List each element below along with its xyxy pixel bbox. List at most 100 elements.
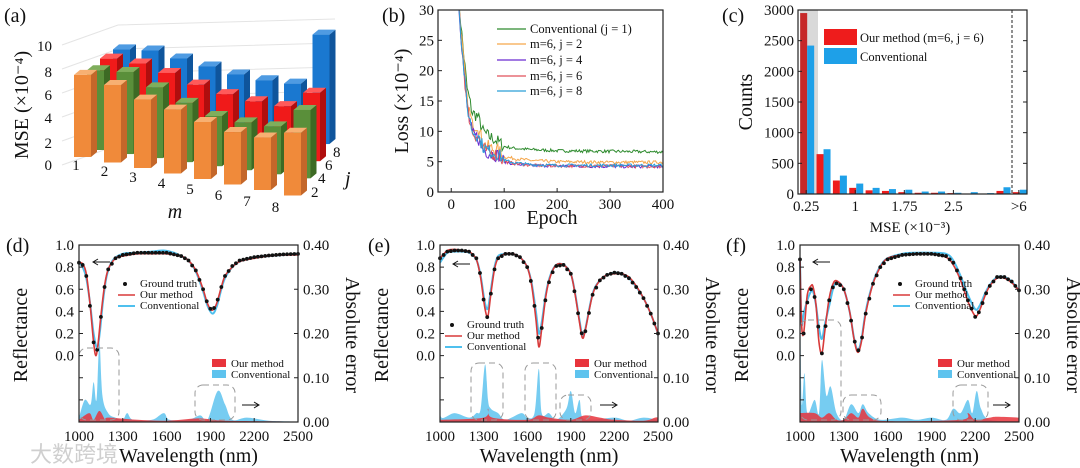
x-tick-label: 1 <box>852 199 860 215</box>
histogram-bar <box>816 154 824 194</box>
panel-label-d: (d) <box>6 235 29 257</box>
ground-truth-point <box>510 251 515 256</box>
x-tick-label: 2500 <box>643 429 673 445</box>
x-tick-label: 1600 <box>152 429 182 445</box>
y-tick-label: 6 <box>45 88 53 104</box>
y-tick-label-right: 0.20 <box>663 327 689 343</box>
x-axis-label: Epoch <box>526 207 577 229</box>
ground-truth-point <box>241 257 246 262</box>
y-axis-label-right: Absolute error <box>701 277 723 393</box>
y-tick-label-right: 0.20 <box>1024 327 1050 343</box>
legend-label: Conventional (j = 1) <box>530 22 632 36</box>
histogram-bar <box>1003 187 1011 194</box>
y-tick-label: 0 <box>45 158 53 174</box>
bar-top-face <box>113 44 136 50</box>
ground-truth-point <box>565 267 570 272</box>
ground-truth-point <box>612 270 617 275</box>
ground-truth-point <box>248 256 253 260</box>
ground-truth-point <box>1013 284 1018 288</box>
panel-label-b: (b) <box>382 5 405 27</box>
bar-3d <box>104 79 127 163</box>
m-tick-label: 8 <box>272 200 280 216</box>
ground-truth-point <box>514 253 519 258</box>
bar-top-face <box>198 61 222 67</box>
y-tick-label: 0.6 <box>416 282 435 298</box>
ground-truth-point <box>827 298 832 303</box>
highlight-box <box>559 394 592 421</box>
ground-truth-point <box>849 318 853 323</box>
ground-truth-point <box>274 253 278 257</box>
bar-top-face <box>87 65 110 71</box>
bar-top-face <box>74 69 97 75</box>
ground-truth-point <box>947 257 952 262</box>
ground-truth-point <box>547 280 551 285</box>
y-tick-label: 20 <box>419 64 434 80</box>
x-tick-label: >6 <box>1011 199 1027 215</box>
j-axis-label: j <box>342 168 351 190</box>
bar-top-face <box>224 127 247 133</box>
ground-truth-point <box>863 311 868 316</box>
x-tick-label: 1000 <box>64 429 94 445</box>
y-axis-label: MSE (×10⁻⁴) <box>11 51 33 159</box>
x-tick-label: 1900 <box>195 429 225 445</box>
legend-label: m=6, j = 6 <box>530 69 582 83</box>
ground-truth-point <box>597 278 602 283</box>
ground-truth-point <box>109 261 114 266</box>
y-tick-label-right: 0.10 <box>663 371 689 387</box>
bar-top-face <box>284 127 307 133</box>
y-tick-label: 10 <box>37 39 52 55</box>
ground-truth-point <box>543 298 548 303</box>
bar-side-face <box>121 79 127 163</box>
legend-label: m=6, j = 2 <box>530 37 582 51</box>
ground-truth-point <box>852 339 857 344</box>
loss-curve <box>459 10 663 155</box>
ground-truth-point <box>944 254 948 258</box>
ground-truth-point <box>459 248 464 253</box>
y-tick-label: 0.8 <box>416 260 435 276</box>
ground-truth-point <box>896 254 901 258</box>
ground-truth-point <box>594 285 599 290</box>
bar-side-face <box>301 127 307 196</box>
ground-truth-point <box>237 258 242 263</box>
legend-label: Our method <box>467 330 520 342</box>
ground-truth-point <box>525 265 530 270</box>
panel-label-c: (c) <box>722 5 744 27</box>
x-tick-label: 2500 <box>1004 429 1034 445</box>
y-tick-label: 0.6 <box>55 282 74 298</box>
ground-truth-point <box>113 256 118 261</box>
y-axis-label-right: Absolute error <box>341 277 363 393</box>
histogram-bar <box>898 192 906 194</box>
bar-top-face <box>254 132 277 138</box>
x-axis-label: m <box>168 201 182 223</box>
ground-truth-point <box>830 285 835 290</box>
legend-swatch-error-conventional <box>212 370 226 378</box>
ground-truth-point <box>128 251 133 256</box>
bar-top-face <box>100 53 123 59</box>
ground-truth-point <box>605 272 610 277</box>
y-tick-label: 0 <box>427 185 435 201</box>
ground-truth-point <box>168 251 173 256</box>
ground-truth-point <box>449 249 453 253</box>
bar-top-face <box>187 79 210 85</box>
chart-f: 1000 1300 1600 1900 2200 2500 0.0 0.2 0.4 0.6 0.8 1… <box>731 238 1080 467</box>
legend-label: Our method (m=6, j = 6) <box>860 31 984 45</box>
ground-truth-point <box>193 268 198 273</box>
ground-truth-point <box>867 296 872 301</box>
ground-truth-point <box>998 275 1003 279</box>
ground-truth-point <box>219 285 224 289</box>
ground-truth-point <box>245 256 249 261</box>
y-tick-label: 0.2 <box>55 327 74 343</box>
highlight-box <box>194 384 236 421</box>
highlight-box <box>842 394 882 421</box>
ground-truth-point <box>860 335 864 340</box>
histogram-bar <box>921 191 929 194</box>
ground-truth-point <box>976 310 981 315</box>
histogram-bar <box>938 191 946 194</box>
m-tick-label: 2 <box>101 164 109 180</box>
bar-top-face <box>104 79 127 85</box>
error-area-our-method <box>79 410 298 422</box>
y-tick-label: 0.8 <box>776 260 795 276</box>
legend-label: Our method <box>957 358 1010 370</box>
y-axis-label: Counts <box>735 73 757 130</box>
